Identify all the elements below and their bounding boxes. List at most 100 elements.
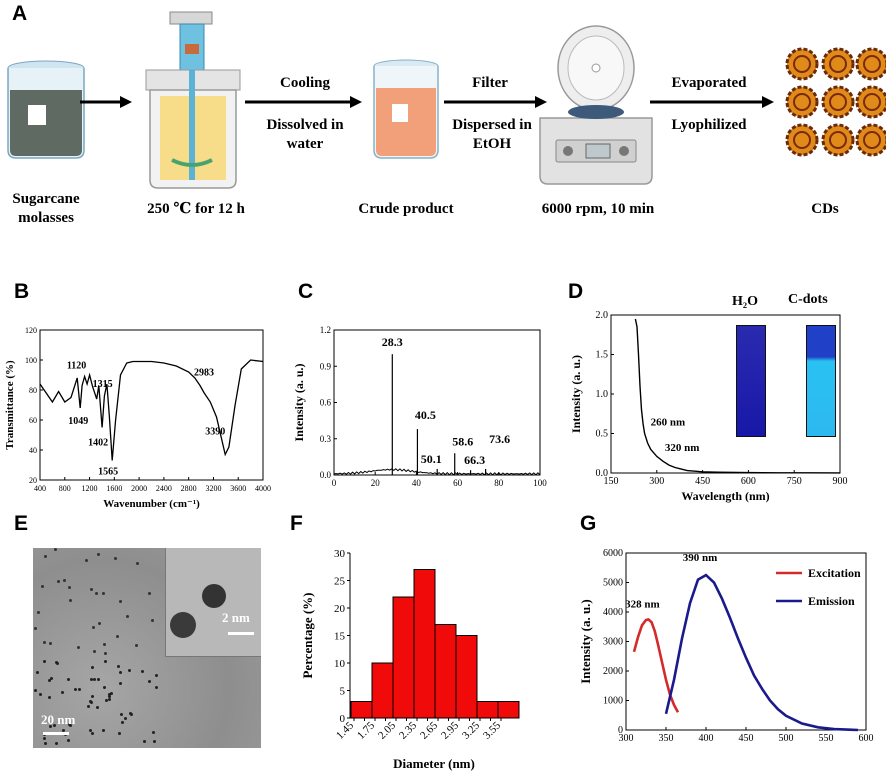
x-tick-label: 3200 [205,484,221,493]
peak-label: 1049 [68,416,88,427]
tem-particle [117,664,121,668]
tem-particle [101,728,105,732]
tem-particle [54,741,58,745]
y-tick-label: 0.3 [320,434,332,444]
tem-particle [155,685,159,689]
y-tick-label: 40 [29,446,37,455]
tem-particle [54,661,58,665]
carbon-dot-core [863,55,881,73]
histogram-bar [392,596,415,719]
tem-particle [95,591,99,595]
tem-particle [48,642,52,646]
tem-image: 2 nm 20 nm [33,548,261,748]
series-line-excitation [632,617,680,713]
tem-particle [62,728,66,732]
tem-particle [90,587,94,591]
x-tick-label: 1600 [106,484,122,493]
histogram-bar [434,624,457,719]
y-tick-label: 120 [25,326,37,335]
inset-scale-bar [228,632,254,635]
panel-letter-a: A [12,2,28,25]
ftir-chart: 400 800 1200 1600 2000 2400 2800 3200 3600 4000 20… [4,326,271,510]
x-tick-label: 500 [779,733,794,744]
y-tick-label: 60 [29,416,37,425]
x-tick-label: 800 [59,484,71,493]
tem-particle [153,740,157,744]
tem-particle [147,680,151,684]
tem-particle [39,693,43,697]
panel-letter-d: D [568,280,584,303]
label-sugarcane: Sugarcane molasses [12,191,80,226]
centrifuge-icon [539,25,653,185]
y-axis-label: Transmittance (%) [4,360,16,450]
tem-particle [150,619,154,623]
beaker-molasses-icon [7,60,85,159]
tem-particle [103,686,107,690]
histogram-bar [371,662,394,719]
label-cds: CDs [811,201,839,217]
arrow3-top: Evaporated [671,75,747,91]
tem-particle [36,611,40,615]
label-crude: Crude product [358,201,454,217]
y-tick-label: 80 [29,386,37,395]
carbon-dots-icon [785,47,886,157]
tem-particle [103,643,107,647]
panel-letter-e: E [14,512,29,535]
tem-particle [90,695,94,699]
tem-particle [48,695,52,699]
y-axis-label: Intensity (a. u.) [292,363,306,441]
x-tick-label: 1.75 [355,719,377,741]
x-tick-label: 600 [741,476,756,487]
tem-particle [36,671,40,675]
x-axis-label: Wavenumber (cm⁻¹) [103,498,200,510]
label-centrifuge: 6000 rpm, 10 min [541,201,655,217]
carbon-dot-core [793,93,811,111]
y-tick-label: 0.5 [596,429,609,440]
peak-label: 1402 [88,438,108,449]
y-axis-label: Percentage (%) [300,592,315,678]
y-tick-label: 10 [334,658,346,670]
x-tick-label: 100 [533,478,547,488]
x-tick-label: 300 [619,733,634,744]
tem-particle [76,645,80,649]
panel-letter-g: G [580,512,597,535]
tem-particle [103,660,107,664]
histogram-bar [455,635,478,719]
x-tick-label: 600 [859,733,874,744]
autoclave-icon [145,11,241,189]
tem-particle [101,592,105,596]
carbon-dot-core [793,131,811,149]
tem-particle [50,677,54,681]
x-tick-label: 4000 [255,484,271,493]
y-tick-label: 25 [334,576,346,588]
tem-particle [91,732,95,736]
absorbance-line [634,318,841,474]
carbon-dot-sphere [821,123,855,157]
carbon-dot-sphere [855,85,886,119]
tem-particle [108,697,112,701]
beaker-crude-icon [373,59,439,159]
carbon-dot-core [829,131,847,149]
tem-particle [43,659,47,663]
y-tick-label: 2.0 [596,310,609,321]
plot-frame [39,329,264,481]
tem-particle [34,627,38,631]
series-line-emission [664,573,859,732]
panel-letter-b: B [14,280,30,303]
x-tick-label: 2000 [131,484,147,493]
y-tick-label: 0.0 [596,468,609,479]
tem-particle [155,674,159,678]
peak-label: 50.1 [421,452,442,466]
tem-particle [140,670,144,674]
y-axis-label: Intensity (a. u.) [569,355,583,433]
tem-particle [142,740,146,744]
arrow1-top: Cooling [279,75,330,91]
tem-particle [92,649,96,653]
tem-inset-particle [202,584,226,608]
carbon-dot-sphere [785,123,819,157]
x-tick-label: 750 [787,476,802,487]
y-tick-label: 0.9 [320,361,332,371]
x-tick-label: 1200 [82,484,98,493]
tem-inset: 2 nm [165,548,261,657]
tem-particle [69,599,73,603]
